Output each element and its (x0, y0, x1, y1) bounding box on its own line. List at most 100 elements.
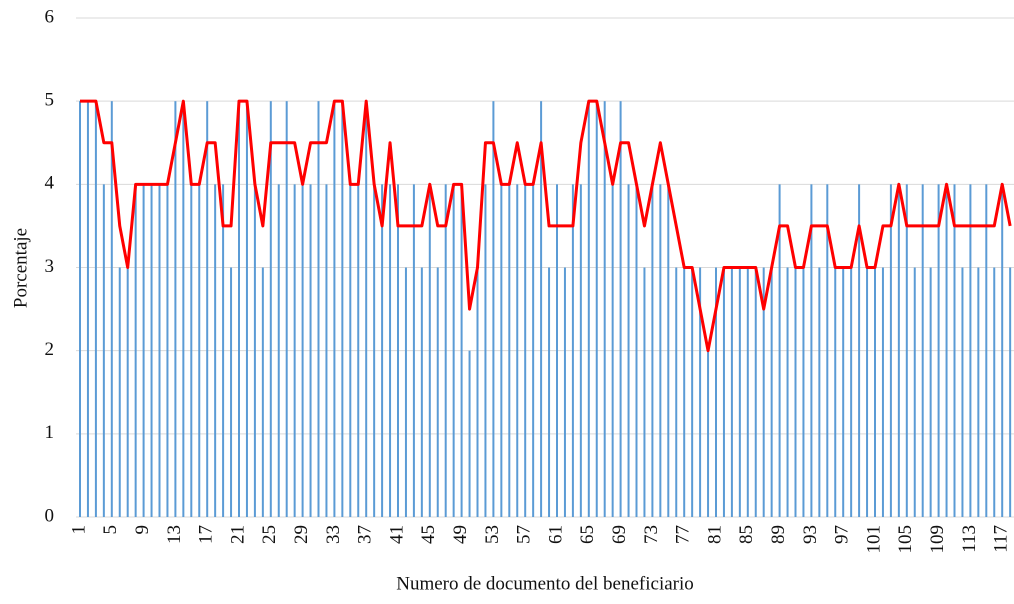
bar (261, 267, 264, 517)
bar (253, 184, 256, 518)
x-tick-label: 53 (482, 525, 503, 544)
bar (142, 184, 145, 518)
bar (476, 267, 479, 517)
y-tick-label: 1 (45, 422, 55, 443)
bar (492, 101, 495, 518)
bar (293, 184, 296, 518)
bar (325, 184, 328, 518)
bar (110, 101, 113, 518)
bar (802, 267, 805, 517)
x-tick-label: 73 (641, 525, 662, 544)
bar (118, 267, 121, 517)
bar (953, 184, 956, 518)
bar (373, 184, 376, 518)
x-tick-label: 61 (545, 525, 566, 544)
bar (659, 184, 662, 518)
bar (317, 101, 320, 518)
x-tick-label: 41 (386, 525, 407, 544)
x-tick-label: 25 (259, 525, 280, 544)
bar (548, 267, 551, 517)
bar (166, 184, 169, 518)
bar (444, 184, 447, 518)
bar (79, 101, 81, 518)
x-tick-label: 37 (355, 525, 376, 544)
x-tick-label: 97 (832, 525, 853, 544)
bar (436, 267, 439, 517)
x-tick-label: 21 (227, 525, 248, 544)
x-tick-label: 69 (609, 525, 630, 544)
bar (563, 267, 566, 517)
y-tick-label: 3 (45, 256, 55, 277)
bar (746, 267, 749, 517)
bar (230, 267, 233, 517)
x-tick-label: 17 (196, 525, 217, 544)
bar (404, 267, 407, 517)
bar (683, 267, 686, 517)
x-tick-label: 49 (450, 525, 471, 544)
bar (826, 184, 829, 518)
x-tick-label: 13 (164, 525, 185, 544)
x-tick-label: 45 (418, 525, 439, 544)
x-tick-label: 89 (768, 525, 789, 544)
bar (412, 184, 415, 518)
bar (627, 184, 630, 518)
bar (881, 267, 884, 517)
bar (86, 101, 89, 518)
bar (484, 184, 487, 518)
bar (810, 184, 813, 518)
bar (460, 184, 463, 518)
y-tick-label: 4 (45, 173, 55, 194)
bar (245, 101, 248, 518)
y-tick-label: 5 (45, 90, 55, 111)
bar (420, 267, 423, 517)
bar (198, 184, 201, 518)
x-tick-label: 65 (577, 525, 598, 544)
bar (842, 267, 845, 517)
x-tick-label: 5 (100, 525, 121, 535)
bar (126, 267, 129, 517)
bar (428, 184, 431, 518)
bar (333, 101, 336, 518)
bar (357, 184, 360, 518)
bar (850, 267, 853, 517)
x-axis-title: Numero de documento del beneficiario (396, 573, 694, 594)
x-tick-label: 29 (291, 525, 312, 544)
bar (579, 184, 582, 518)
bar (794, 267, 797, 517)
bar (913, 267, 916, 517)
bar (182, 101, 185, 518)
x-tick-label: 113 (959, 525, 980, 553)
bar (381, 184, 384, 518)
bar (349, 184, 352, 518)
bar (452, 184, 455, 518)
bar (269, 101, 272, 518)
bar (786, 267, 789, 517)
bar (921, 184, 924, 518)
bar (397, 184, 399, 518)
x-tick-label: 85 (736, 525, 757, 544)
x-tick-label: 33 (323, 525, 344, 544)
bar (309, 184, 312, 518)
bar (190, 184, 193, 518)
bar (715, 267, 717, 517)
bar (699, 267, 702, 517)
x-tick-label: 81 (704, 525, 725, 544)
bar (94, 101, 97, 518)
bar (754, 267, 757, 517)
bar (516, 184, 519, 518)
bar (770, 267, 773, 517)
bar (102, 184, 105, 518)
bar (134, 184, 137, 518)
bar (818, 267, 821, 517)
bar (905, 184, 908, 518)
bar (222, 184, 225, 518)
bar (897, 184, 900, 518)
bar (643, 267, 646, 517)
x-tick-label: 101 (863, 525, 884, 554)
x-tick-label: 57 (514, 525, 535, 544)
bar (603, 101, 606, 518)
bar (285, 101, 288, 518)
y-tick-label: 6 (45, 6, 55, 27)
bar (500, 184, 503, 518)
